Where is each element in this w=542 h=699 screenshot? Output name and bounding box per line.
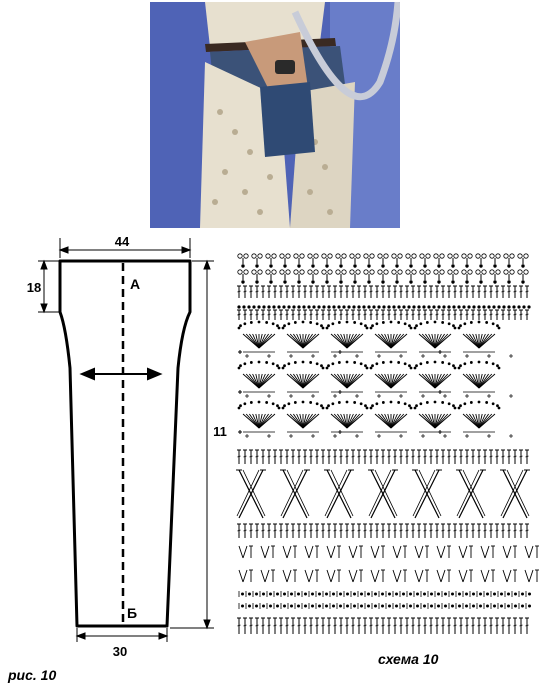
fan-row: [237, 320, 513, 358]
double-crochet-row: [237, 617, 529, 634]
single-crochet-row: [238, 603, 531, 609]
double-crochet-row: [237, 523, 529, 538]
v-stitch-row: [238, 545, 539, 559]
double-crochet-row: [237, 285, 529, 298]
chain-row: [237, 305, 531, 320]
dim-right-label: 11: [213, 424, 227, 439]
back-pocket: [260, 82, 315, 157]
v-stitch-row: [238, 569, 539, 583]
point-a-label: А: [130, 276, 140, 292]
dimension-right: [170, 259, 214, 630]
picot-cluster-row: [237, 269, 529, 284]
wristwatch: [275, 60, 295, 74]
dim-top-label: 44: [115, 234, 130, 249]
dimension-top: [58, 238, 192, 258]
point-b-label: Б: [127, 605, 137, 621]
dimension-bottom: [75, 628, 169, 642]
lace-texture: [212, 109, 333, 215]
dim-left-label: 18: [27, 280, 41, 295]
crossed-stitch-row: [236, 469, 530, 519]
dim-bottom-label: 30: [113, 644, 127, 659]
crochet-chart-icon: [236, 253, 539, 634]
fan-row: [237, 360, 513, 398]
pattern-area: 44 18 11 А Б 30 рис. 10 схема 10: [7, 234, 539, 683]
scheme-caption: схема 10: [378, 651, 439, 667]
single-crochet-row: [238, 591, 531, 597]
grain-arrow: [79, 367, 163, 381]
hose: [291, 2, 400, 101]
picot-cluster-row: [237, 253, 529, 268]
dimension-left: [38, 259, 60, 314]
double-crochet-row: [237, 449, 529, 464]
fan-row: [237, 400, 513, 438]
product-photo: [150, 2, 400, 228]
trouser-outline: [58, 259, 192, 628]
figure-caption: рис. 10: [7, 667, 56, 683]
